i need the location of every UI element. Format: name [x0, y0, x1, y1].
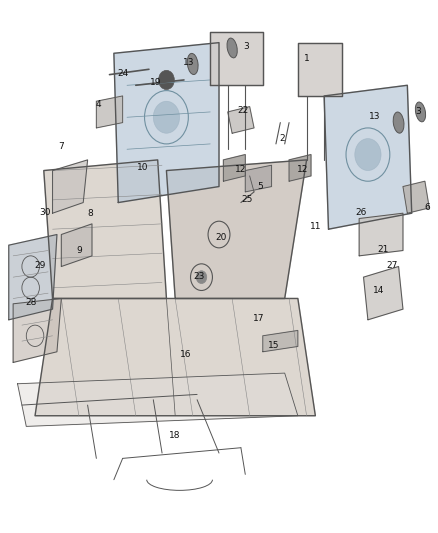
Polygon shape	[263, 330, 298, 352]
Circle shape	[196, 271, 207, 284]
Text: 1: 1	[304, 54, 310, 63]
Polygon shape	[289, 155, 311, 181]
Text: 22: 22	[237, 107, 249, 115]
Text: 2: 2	[280, 134, 285, 143]
Text: 5: 5	[258, 182, 264, 191]
Text: 30: 30	[39, 208, 50, 216]
Polygon shape	[61, 224, 92, 266]
Polygon shape	[96, 96, 123, 128]
Text: 3: 3	[243, 43, 249, 51]
Polygon shape	[114, 43, 219, 203]
Polygon shape	[298, 43, 342, 96]
Polygon shape	[324, 85, 412, 229]
Text: 20: 20	[215, 233, 227, 241]
Text: 6: 6	[424, 204, 430, 212]
Ellipse shape	[227, 38, 237, 58]
Text: 29: 29	[35, 261, 46, 270]
Ellipse shape	[415, 102, 426, 122]
Ellipse shape	[393, 112, 404, 133]
Circle shape	[159, 70, 174, 90]
Text: 13: 13	[183, 59, 194, 67]
Text: 4: 4	[96, 100, 101, 109]
Polygon shape	[364, 266, 403, 320]
Polygon shape	[403, 181, 429, 213]
Polygon shape	[44, 160, 166, 298]
Text: 12: 12	[235, 165, 247, 174]
Text: 23: 23	[194, 272, 205, 280]
Polygon shape	[228, 107, 254, 133]
Text: 8: 8	[87, 209, 93, 217]
Circle shape	[355, 139, 381, 171]
Text: 10: 10	[137, 164, 148, 172]
Text: 18: 18	[170, 432, 181, 440]
Polygon shape	[245, 165, 272, 192]
Polygon shape	[9, 235, 57, 320]
Polygon shape	[18, 373, 298, 426]
Polygon shape	[359, 213, 403, 256]
Polygon shape	[210, 32, 263, 85]
Text: 17: 17	[253, 314, 264, 323]
Text: 26: 26	[356, 208, 367, 216]
Text: 9: 9	[76, 246, 82, 255]
Polygon shape	[53, 160, 88, 213]
Text: 15: 15	[268, 341, 279, 350]
Polygon shape	[223, 155, 245, 181]
Text: 14: 14	[373, 286, 385, 295]
Text: 19: 19	[150, 78, 161, 87]
Text: 16: 16	[180, 350, 192, 359]
Circle shape	[153, 101, 180, 133]
Polygon shape	[166, 160, 307, 298]
Text: 7: 7	[58, 142, 64, 151]
Text: 27: 27	[386, 261, 398, 270]
Text: 11: 11	[310, 222, 321, 231]
Polygon shape	[13, 298, 61, 362]
Text: 12: 12	[297, 165, 308, 174]
Text: 25: 25	[242, 196, 253, 204]
Ellipse shape	[187, 53, 198, 75]
Text: 28: 28	[26, 298, 37, 307]
Text: 24: 24	[117, 69, 128, 78]
Polygon shape	[35, 298, 315, 416]
Text: 13: 13	[369, 112, 380, 120]
Text: 21: 21	[378, 245, 389, 254]
Text: 3: 3	[415, 108, 421, 116]
